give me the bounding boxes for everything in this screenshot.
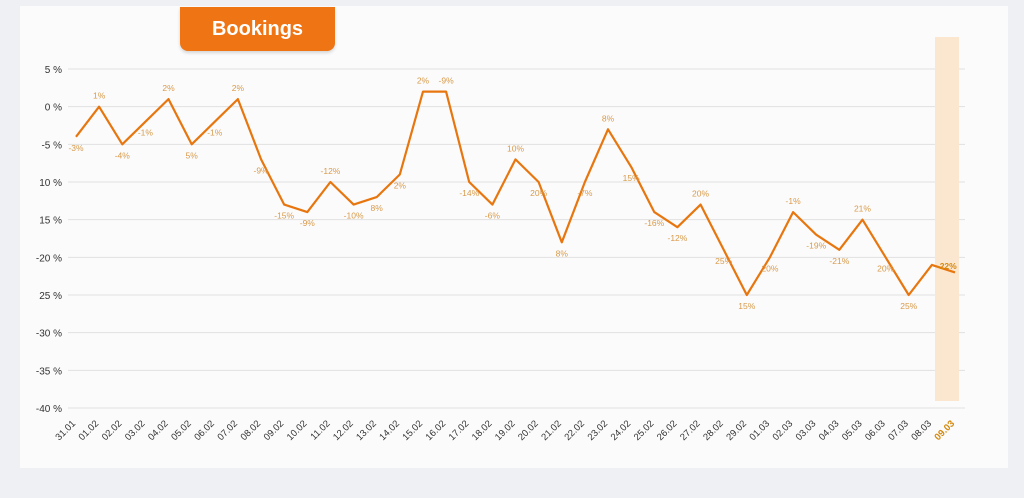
chart-card: [20, 6, 1008, 468]
series-line-path: [75, 90, 956, 297]
data-label: 20%: [530, 188, 547, 198]
x-tick-label: 04.03: [817, 418, 842, 443]
x-tick-label: 31.01: [54, 418, 79, 443]
y-tick-label: 5 %: [45, 65, 62, 76]
data-label: -16%: [644, 218, 664, 228]
y-tick-label: -30 %: [36, 329, 62, 340]
x-tick-label: 16.02: [424, 418, 449, 443]
x-tick-label: 05.02: [169, 418, 194, 443]
x-tick-label: 02.03: [771, 418, 796, 443]
x-tick-label: 18.02: [470, 418, 495, 443]
data-label: 21%: [854, 204, 871, 214]
y-tick-label: 10 %: [39, 178, 62, 189]
x-tick-label: 01.02: [77, 418, 102, 443]
data-label: -9%: [253, 165, 269, 175]
data-label: -1%: [138, 128, 154, 138]
x-tick-label: 27.02: [678, 418, 703, 443]
data-label: -6%: [485, 211, 501, 221]
y-tick-label: -5 %: [41, 140, 62, 151]
x-tick-label: 26.02: [655, 418, 680, 443]
data-label: -22%: [937, 261, 957, 271]
highlight-bar: [935, 37, 959, 401]
x-tick-label: 11.02: [308, 418, 332, 442]
data-label: 2%: [162, 83, 175, 93]
data-label: 25%: [715, 256, 732, 266]
x-tick-label: 28.02: [701, 418, 726, 443]
gridlines: [68, 68, 965, 409]
x-tick-label: 10.02: [285, 418, 310, 443]
data-label: 8%: [371, 203, 384, 213]
x-tick-label: 08.03: [909, 418, 934, 443]
x-tick-label: 12.02: [331, 418, 356, 443]
data-label: -3%: [68, 143, 84, 153]
x-tick-label: 07.02: [215, 418, 240, 443]
series-line: [75, 90, 956, 297]
data-label: 25%: [900, 301, 917, 311]
x-tick-label: 08.02: [239, 418, 264, 443]
y-tick-label: -40 %: [36, 404, 62, 415]
x-tick-label: 09.03: [933, 418, 958, 443]
chart-title: Bookings: [211, 17, 304, 40]
data-label: -21%: [829, 256, 849, 266]
x-tick-label: 23.02: [586, 418, 611, 443]
y-axis: 5 % 0 % -5 % 10 % 15 % -20 % 25 % -30 % -35 % -40…: [36, 65, 62, 415]
data-label: -14%: [459, 188, 479, 198]
y-tick-label: 25 %: [39, 291, 62, 302]
data-label: 5%: [186, 150, 199, 160]
y-tick-label: -20 %: [36, 253, 62, 264]
x-axis: 31.0101.0202.0203.0204.0205.0206.0207.02…: [54, 418, 958, 443]
x-tick-label: 07.03: [886, 418, 911, 443]
y-tick-label: 15 %: [39, 216, 62, 227]
x-tick-label: 04.02: [146, 418, 171, 443]
data-label: 15%: [738, 301, 755, 311]
x-tick-label: 29.02: [724, 418, 749, 443]
x-tick-label: 21.02: [539, 418, 564, 443]
data-label: 15%: [623, 173, 640, 183]
x-tick-label: 02.02: [100, 418, 125, 443]
x-tick-label: 03.02: [123, 418, 148, 443]
data-label: -12%: [321, 166, 341, 176]
data-label: 8%: [556, 248, 569, 258]
x-tick-label: 09.02: [262, 418, 287, 443]
data-label: -19%: [806, 241, 826, 251]
data-label: 2%: [394, 180, 407, 190]
data-label: 20%: [761, 263, 778, 273]
data-label: -12%: [667, 233, 687, 243]
data-label: 10%: [507, 143, 524, 153]
highlight-band: [935, 37, 959, 401]
data-label: 2%: [232, 83, 245, 93]
data-label: 20%: [877, 263, 894, 273]
data-label: -1%: [207, 128, 223, 138]
x-tick-label: 01.03: [747, 418, 772, 443]
x-tick-label: 25.02: [632, 418, 657, 443]
data-label: 20%: [692, 189, 709, 199]
x-tick-label: 13.02: [354, 418, 379, 443]
bookings-tab[interactable]: Bookings: [180, 7, 335, 51]
data-labels: -3% 1% -4% -1% 2% 5% -1% 2% -9% -15% -9% -12% -10% 8%…: [68, 76, 957, 311]
x-tick-label: 05.03: [840, 418, 865, 443]
x-tick-label: 24.02: [609, 418, 634, 443]
data-label: -9%: [300, 218, 316, 228]
x-tick-label: 19.02: [493, 418, 518, 443]
data-label: -1%: [786, 196, 802, 206]
data-label: -4%: [115, 150, 131, 160]
data-label: -15%: [274, 211, 294, 221]
x-tick-label: 17.02: [447, 418, 472, 443]
data-label: -10%: [344, 211, 364, 221]
data-label: 8%: [602, 113, 615, 123]
x-tick-label: 20.02: [516, 418, 541, 443]
x-tick-label: 03.03: [794, 418, 819, 443]
x-tick-label: 14.02: [377, 418, 402, 443]
data-label: 1%: [93, 91, 106, 101]
x-tick-label: 22.02: [562, 418, 587, 443]
x-tick-label: 06.03: [863, 418, 888, 443]
data-label: -7%: [577, 188, 593, 198]
x-tick-label: 06.02: [192, 418, 217, 443]
data-label: 2%: [417, 76, 430, 86]
x-tick-label: 15.02: [401, 418, 426, 443]
y-tick-label: -35 %: [36, 366, 62, 377]
data-label: -9%: [439, 76, 455, 86]
y-tick-label: 0 %: [45, 103, 62, 114]
